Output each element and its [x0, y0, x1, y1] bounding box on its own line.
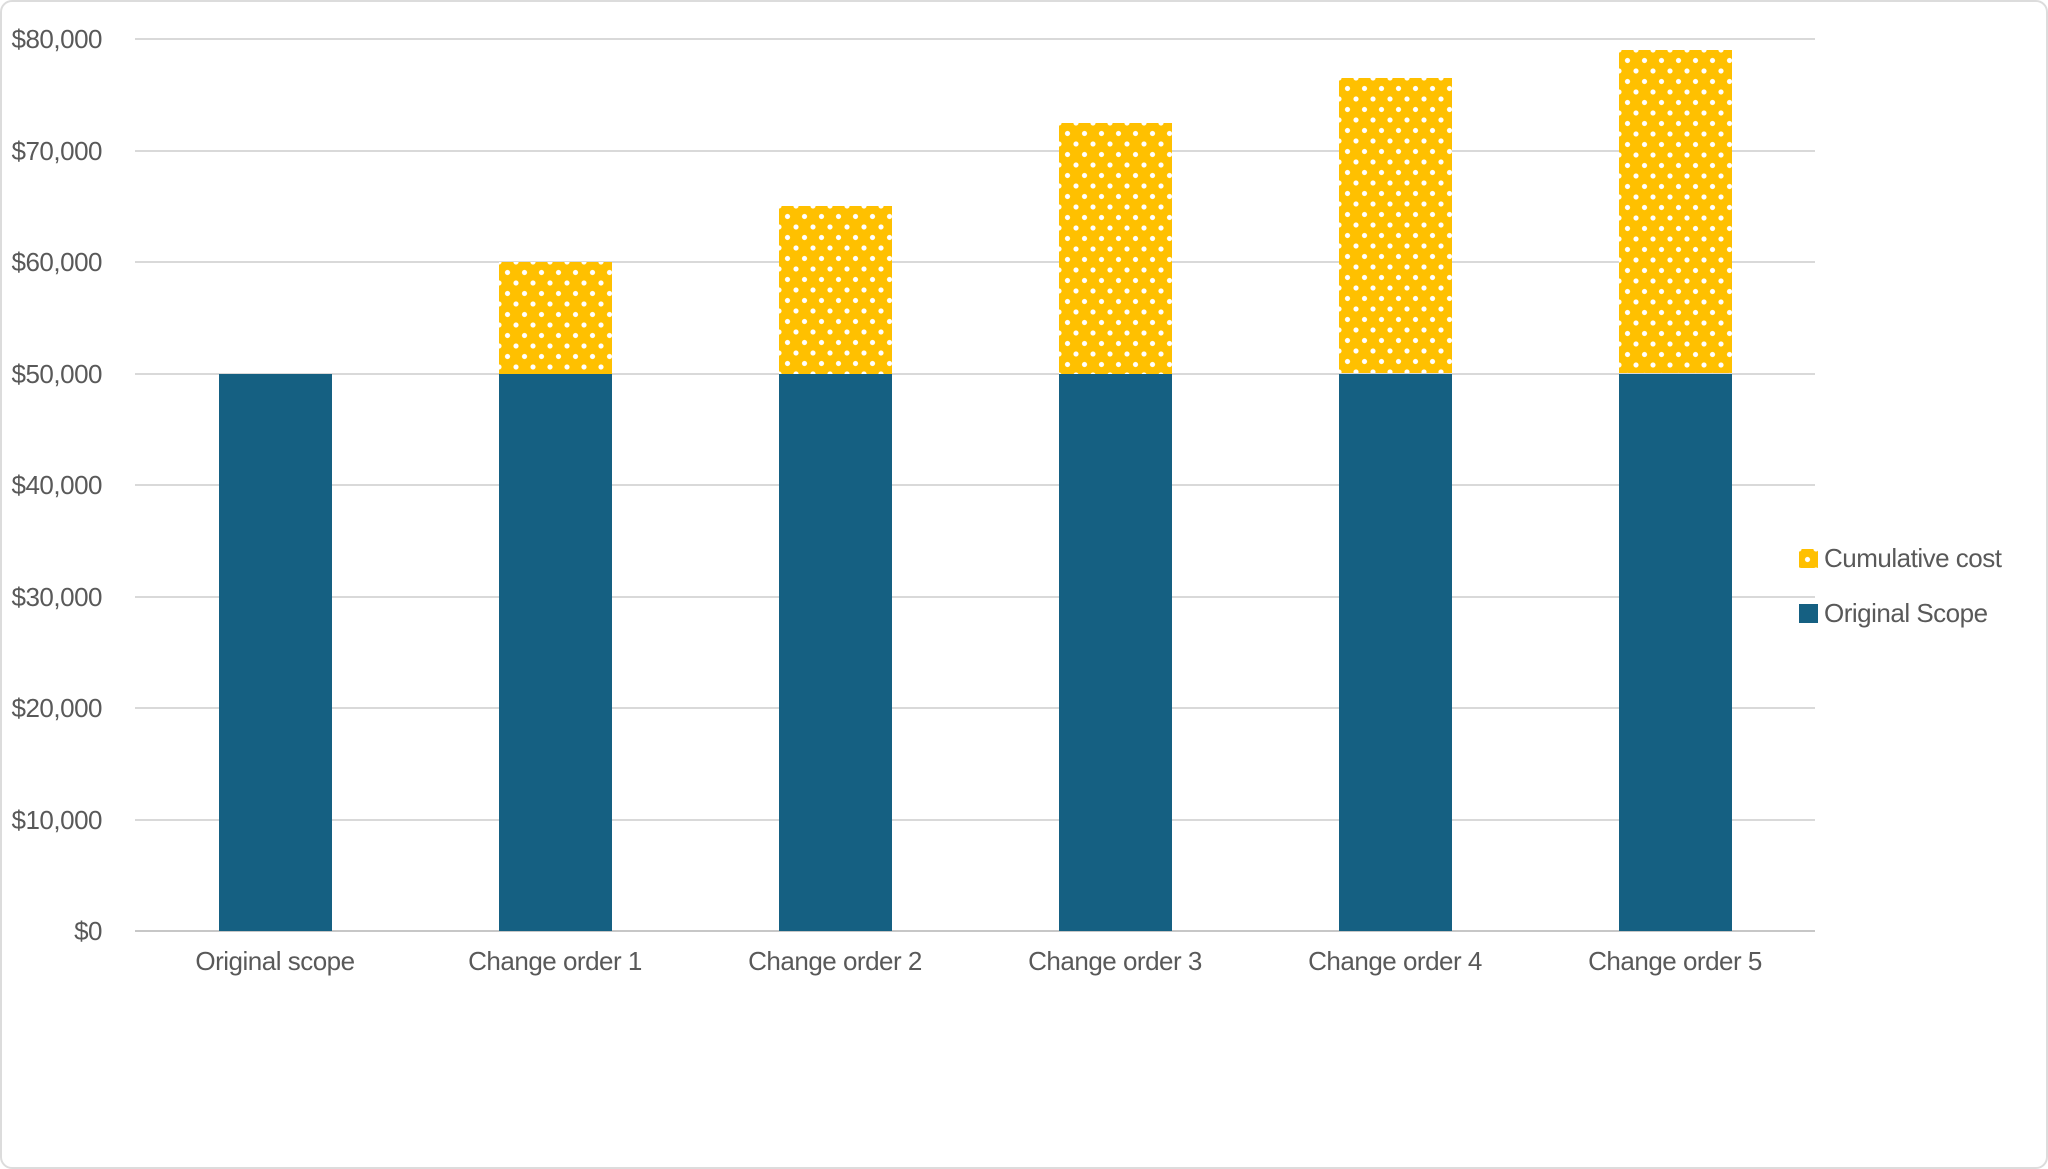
gridline [135, 595, 1815, 598]
bar-segment-original-scope [778, 373, 892, 931]
legend-item: Original Scope [1799, 598, 2001, 628]
bar-segment-original-scope [1618, 373, 1732, 931]
x-category-label: Change order 2 [748, 946, 922, 976]
gridline [135, 372, 1815, 375]
bar-segment-original-scope [1338, 373, 1452, 931]
bar-segment-cumulative-cost [1058, 122, 1172, 374]
y-tick-label: $70,000 [11, 135, 103, 166]
bar-segment-original-scope [218, 373, 332, 931]
bar-segment-cumulative-cost [778, 206, 892, 374]
x-axis-line [135, 930, 1815, 932]
gridline [135, 818, 1815, 821]
bar-segment-cumulative-cost [1618, 50, 1732, 374]
y-tick-label: $50,000 [11, 358, 103, 389]
gridline [135, 484, 1815, 486]
bar-segment-cumulative-cost [1338, 78, 1452, 374]
x-category-label: Change order 5 [1588, 946, 1762, 976]
legend-item: Cumulative cost [1799, 542, 2002, 573]
y-tick-label: $30,000 [11, 581, 103, 612]
legend-swatch-original-scope [1799, 603, 1818, 623]
y-tick-label: $10,000 [11, 804, 103, 835]
legend-label: Original Scope [1824, 597, 1988, 628]
gridline [135, 38, 1815, 40]
gridline [135, 261, 1815, 263]
legend: Cumulative cost Original Scope [1799, 542, 2002, 653]
y-tick-label: $60,000 [11, 247, 103, 277]
gridline [135, 149, 1815, 152]
y-tick-label: $40,000 [11, 470, 103, 500]
x-category-label: Original scope [195, 946, 355, 976]
y-tick-label: $0 [74, 916, 102, 946]
bar-segment-original-scope [498, 373, 612, 931]
x-category-label: Change order 1 [468, 946, 642, 976]
bar-segment-cumulative-cost [498, 262, 612, 374]
legend-label: Cumulative cost [1824, 542, 2002, 573]
gridline [135, 707, 1815, 709]
legend-swatch-cumulative-cost [1799, 548, 1818, 568]
y-tick-label: $80,000 [11, 24, 103, 54]
x-category-label: Change order 4 [1308, 946, 1482, 976]
x-category-label: Change order 3 [1028, 946, 1202, 976]
y-tick-label: $20,000 [11, 693, 103, 723]
bar-segment-original-scope [1058, 373, 1172, 931]
